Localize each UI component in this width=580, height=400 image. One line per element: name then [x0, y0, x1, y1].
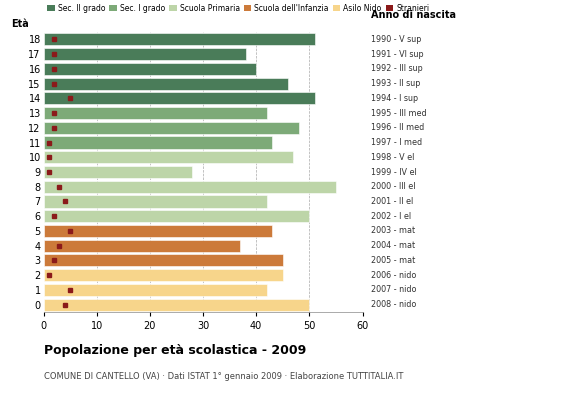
Bar — [44, 181, 336, 193]
Bar — [44, 63, 256, 75]
Text: 2002 - I el: 2002 - I el — [371, 212, 411, 221]
Bar — [44, 210, 309, 222]
Text: 2001 - II el: 2001 - II el — [371, 197, 414, 206]
Text: 2000 - III el: 2000 - III el — [371, 182, 416, 191]
Text: Popolazione per età scolastica - 2009: Popolazione per età scolastica - 2009 — [44, 344, 306, 357]
Text: 2006 - nido: 2006 - nido — [371, 271, 416, 280]
Bar — [44, 166, 193, 178]
Text: 1992 - III sup: 1992 - III sup — [371, 64, 423, 73]
Text: Anno di nascita: Anno di nascita — [371, 10, 456, 20]
Bar — [44, 240, 240, 252]
Text: 2003 - mat: 2003 - mat — [371, 226, 415, 236]
Bar — [44, 78, 288, 90]
Text: 1997 - I med: 1997 - I med — [371, 138, 422, 147]
Text: Età: Età — [12, 19, 30, 29]
Text: 1996 - II med: 1996 - II med — [371, 123, 425, 132]
Text: COMUNE DI CANTELLO (VA) · Dati ISTAT 1° gennaio 2009 · Elaborazione TUTTITALIA.I: COMUNE DI CANTELLO (VA) · Dati ISTAT 1° … — [44, 372, 403, 381]
Text: 1998 - V el: 1998 - V el — [371, 153, 415, 162]
Bar — [44, 92, 314, 104]
Text: 1990 - V sup: 1990 - V sup — [371, 35, 422, 44]
Text: 2008 - nido: 2008 - nido — [371, 300, 416, 309]
Text: 2004 - mat: 2004 - mat — [371, 241, 415, 250]
Text: 1994 - I sup: 1994 - I sup — [371, 94, 418, 103]
Text: 1991 - VI sup: 1991 - VI sup — [371, 50, 424, 59]
Text: 2005 - mat: 2005 - mat — [371, 256, 415, 265]
Bar — [44, 284, 267, 296]
Bar — [44, 48, 245, 60]
Bar — [44, 254, 283, 266]
Text: 2007 - nido: 2007 - nido — [371, 285, 416, 294]
Bar — [44, 298, 309, 311]
Bar — [44, 269, 283, 281]
Text: 1999 - IV el: 1999 - IV el — [371, 168, 417, 176]
Bar — [44, 196, 267, 208]
Bar — [44, 136, 272, 148]
Bar — [44, 33, 314, 46]
Bar — [44, 151, 293, 163]
Text: 1995 - III med: 1995 - III med — [371, 108, 427, 118]
Bar — [44, 122, 299, 134]
Bar — [44, 225, 272, 237]
Legend: Sec. II grado, Sec. I grado, Scuola Primaria, Scuola dell'Infanzia, Asilo Nido, : Sec. II grado, Sec. I grado, Scuola Prim… — [48, 4, 429, 13]
Bar — [44, 107, 267, 119]
Text: 1993 - II sup: 1993 - II sup — [371, 79, 420, 88]
